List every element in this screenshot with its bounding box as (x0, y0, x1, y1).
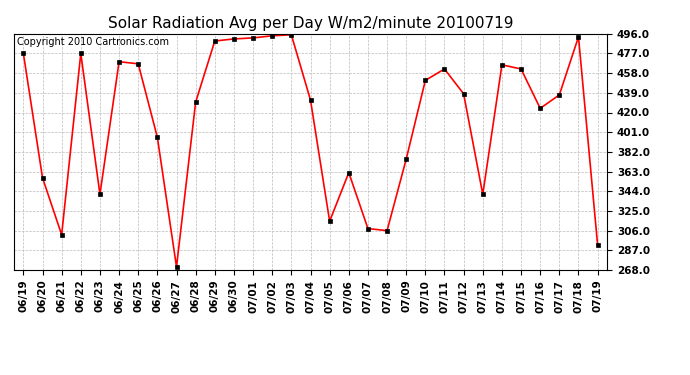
Title: Solar Radiation Avg per Day W/m2/minute 20100719: Solar Radiation Avg per Day W/m2/minute … (108, 16, 513, 31)
Text: Copyright 2010 Cartronics.com: Copyright 2010 Cartronics.com (17, 37, 169, 47)
